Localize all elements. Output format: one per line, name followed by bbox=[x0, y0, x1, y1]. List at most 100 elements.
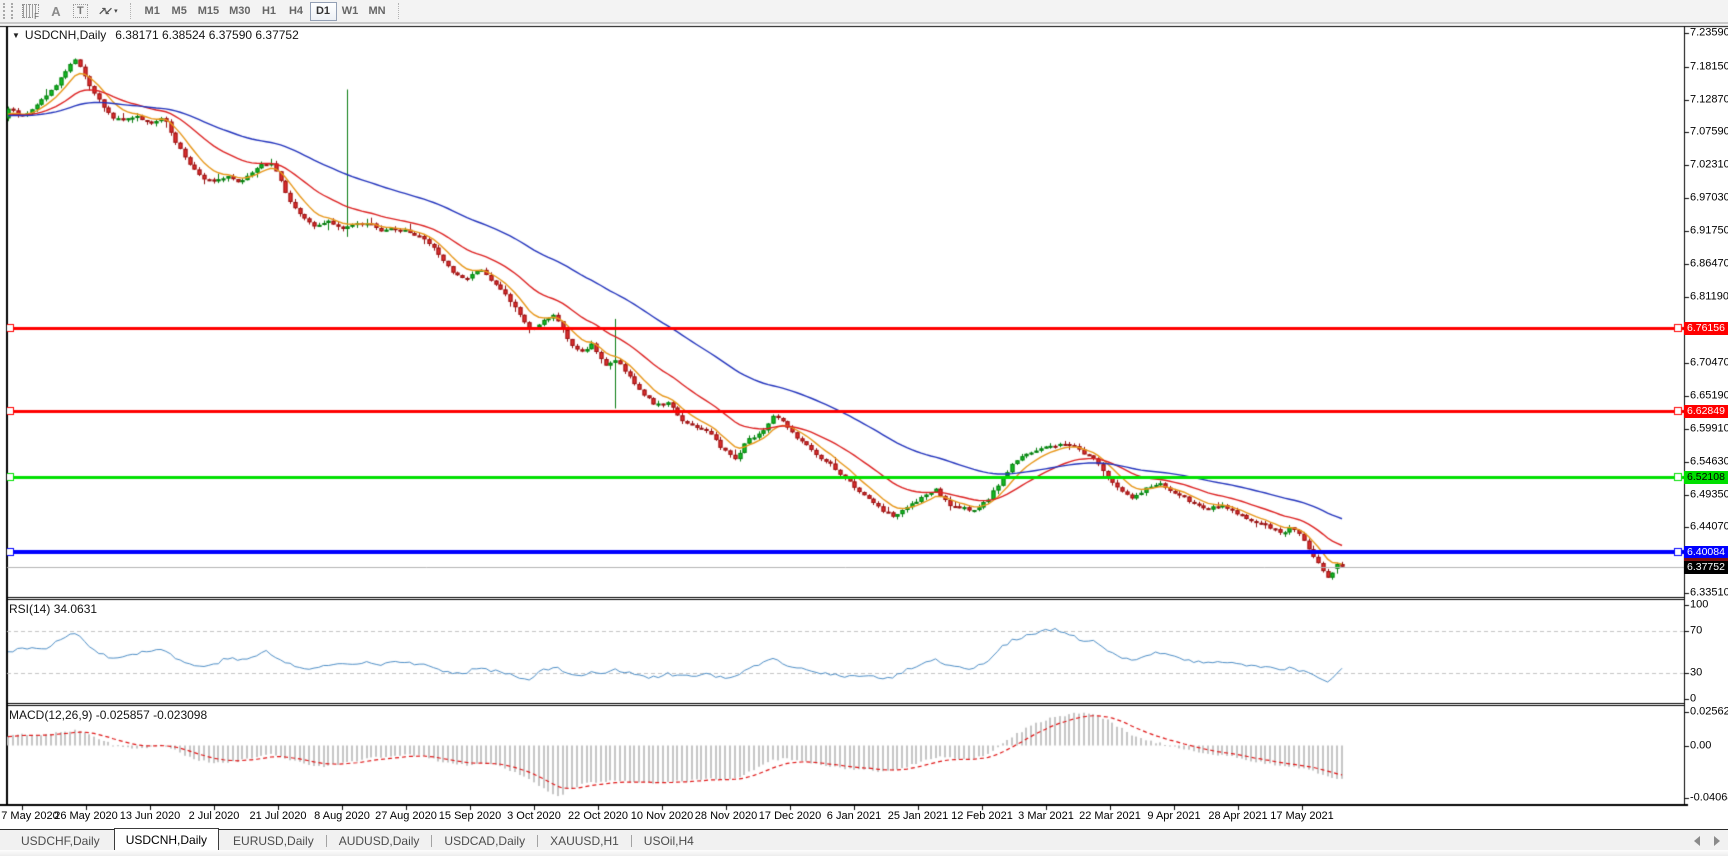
price-tick-label: 6.70470 bbox=[1690, 356, 1728, 369]
tab-usdchf-daily[interactable]: USDCHF,Daily bbox=[21, 833, 100, 848]
toolbar-separator bbox=[129, 3, 132, 19]
date-tick-label: 22 Oct 2020 bbox=[568, 810, 628, 822]
price-tick-label: 6.59910 bbox=[1690, 422, 1728, 435]
date-tick-label: 8 Aug 2020 bbox=[314, 810, 370, 822]
tab-usdcnh-daily[interactable]: USDCNH,Daily bbox=[113, 827, 220, 853]
tab-scroll-left-icon[interactable] bbox=[1694, 836, 1700, 846]
text-tool-button[interactable]: A bbox=[44, 2, 68, 21]
chart-title: ▼ USDCNH,Daily 6.38171 6.38524 6.37590 6.3… bbox=[12, 28, 299, 42]
price-tick-label: 6.97030 bbox=[1690, 191, 1728, 204]
tab-xauusd-h1[interactable]: XAUUSD,H1 bbox=[550, 833, 619, 848]
timeframe-button-h4[interactable]: H4 bbox=[283, 2, 310, 21]
macd-panel-label: MACD(12,26,9) -0.025857 -0.023098 bbox=[9, 708, 208, 722]
hline-price-label-support-blue: 6.40084 bbox=[1684, 546, 1728, 559]
chart-tabs: USDCHF,Daily USDCNH,Daily EURUSD,Daily AUDU… bbox=[10, 827, 705, 853]
timeframe-group: M1 M5 M15 M30 H1 H4 D1 W1 MN bbox=[139, 1, 391, 21]
text-a-icon: A bbox=[51, 3, 61, 19]
arrows-tool-button[interactable]: ↗↙ ▾ bbox=[93, 2, 123, 21]
rsi-panel-label: RSI(14) 34.0631 bbox=[9, 602, 98, 616]
text-label-tool-button[interactable]: T bbox=[68, 2, 93, 21]
date-tick-label: 2 Jul 2020 bbox=[188, 810, 240, 822]
date-tick-label: 28 Nov 2020 bbox=[694, 810, 758, 822]
price-tick-label: 6.44070 bbox=[1690, 520, 1728, 533]
date-tick-label: 10 Nov 2020 bbox=[630, 810, 694, 822]
current-price-label: 6.37752 bbox=[1684, 561, 1728, 574]
rsi-tick-label: 100 bbox=[1690, 598, 1709, 611]
chart-symbol-label: USDCNH,Daily bbox=[24, 28, 107, 42]
price-tick-label: 7.02310 bbox=[1690, 158, 1728, 171]
date-tick-label: 28 Apr 2021 bbox=[1208, 810, 1268, 822]
main-chart-canvas[interactable] bbox=[0, 0, 1728, 812]
tab-usdcad-daily[interactable]: USDCAD,Daily bbox=[444, 833, 526, 848]
hline-price-label-resistance-2: 6.62849 bbox=[1684, 405, 1728, 418]
price-tick-label: 7.23590 bbox=[1690, 26, 1728, 39]
tab-separator bbox=[431, 834, 433, 847]
tab-separator bbox=[325, 834, 327, 847]
price-tick-label: 6.91750 bbox=[1690, 224, 1728, 237]
tab-separator bbox=[630, 834, 632, 847]
date-tick-label: 26 May 2020 bbox=[54, 810, 118, 822]
hline-price-label-support-green: 6.52108 bbox=[1684, 471, 1728, 484]
date-tick-label: 9 Apr 2021 bbox=[1147, 810, 1201, 822]
hidden-price-label-sliver bbox=[1684, 558, 1728, 562]
price-tick-label: 6.54630 bbox=[1690, 455, 1728, 468]
price-tick-label: 7.18150 bbox=[1690, 60, 1728, 73]
rsi-tick-label: 0 bbox=[1690, 692, 1697, 705]
arrows-icon: ↗↙ bbox=[97, 5, 114, 18]
tab-eurusd-daily[interactable]: EURUSD,Daily bbox=[233, 833, 314, 848]
window-bottom-edge bbox=[0, 850, 1728, 856]
chart-dropdown-icon[interactable]: ▼ bbox=[12, 31, 20, 40]
tab-usoil-h4[interactable]: USOil,H4 bbox=[643, 833, 694, 848]
timeframe-button-w1[interactable]: W1 bbox=[337, 2, 364, 21]
timeframe-button-m30[interactable]: M30 bbox=[224, 2, 255, 21]
date-tick-label: 17 Dec 2020 bbox=[758, 810, 822, 822]
macd-tick-label: -0.040687 bbox=[1690, 791, 1728, 804]
macd-signal-value: -0.023098 bbox=[153, 708, 208, 722]
grid-f-icon: F bbox=[22, 4, 39, 21]
toolbar-separator bbox=[397, 3, 400, 19]
date-tick-label: 12 Feb 2021 bbox=[951, 810, 1013, 822]
timeframe-button-m1[interactable]: M1 bbox=[139, 2, 166, 21]
date-tick-label: 3 Mar 2021 bbox=[1018, 810, 1074, 822]
date-tick-label: 6 Jan 2021 bbox=[826, 810, 882, 822]
price-tick-label: 7.07590 bbox=[1690, 125, 1728, 138]
chart-grid-tool-button[interactable]: F bbox=[17, 2, 44, 21]
tab-scroll-right-icon[interactable] bbox=[1714, 836, 1720, 846]
date-tick-label: 13 Jun 2020 bbox=[119, 810, 181, 822]
rsi-tick-label: 30 bbox=[1690, 666, 1703, 678]
price-tick-label: 6.33510 bbox=[1690, 586, 1728, 599]
date-tick-label: 21 Jul 2020 bbox=[249, 810, 307, 822]
macd-tick-label: 0.025623 bbox=[1690, 705, 1728, 718]
date-tick-label: 27 Aug 2020 bbox=[375, 810, 437, 822]
tab-separator bbox=[537, 834, 539, 847]
timeframe-button-d1[interactable]: D1 bbox=[309, 1, 337, 21]
price-tick-label: 6.49350 bbox=[1690, 488, 1728, 501]
timeframe-button-mn[interactable]: MN bbox=[364, 2, 391, 21]
date-tick-label: 7 May 2020 bbox=[1, 810, 59, 822]
price-tick-label: 6.86470 bbox=[1690, 257, 1728, 270]
price-tick-label: 6.65190 bbox=[1690, 389, 1728, 402]
hline-price-label-resistance-1: 6.76156 bbox=[1684, 322, 1728, 335]
macd-main-value: -0.025857 bbox=[95, 708, 150, 722]
chevron-down-icon: ▾ bbox=[114, 8, 118, 15]
macd-tick-label: 0.00 bbox=[1690, 739, 1712, 751]
date-tick-label: 22 Mar 2021 bbox=[1079, 810, 1141, 822]
price-tick-label: 7.12870 bbox=[1690, 93, 1728, 106]
date-tick-label: 3 Oct 2020 bbox=[507, 810, 561, 822]
date-tick-label: 15 Sep 2020 bbox=[438, 810, 502, 822]
tab-audusd-daily[interactable]: AUDUSD,Daily bbox=[338, 833, 420, 848]
rsi-tick-label: 70 bbox=[1690, 624, 1703, 636]
timeframe-button-m5[interactable]: M5 bbox=[166, 2, 193, 21]
timeframe-button-h1[interactable]: H1 bbox=[256, 2, 283, 21]
rsi-value: 34.0631 bbox=[53, 602, 98, 616]
date-tick-label: 17 May 2021 bbox=[1270, 810, 1334, 822]
chart-tab-bar: USDCHF,Daily USDCNH,Daily EURUSD,Daily AUDU… bbox=[0, 827, 1728, 853]
price-tick-label: 6.81190 bbox=[1690, 290, 1728, 303]
timeframe-button-m15[interactable]: M15 bbox=[193, 2, 224, 21]
text-frame-icon: T bbox=[73, 4, 88, 18]
toolbar-drag-handle[interactable] bbox=[3, 3, 13, 19]
date-tick-label: 25 Jan 2021 bbox=[887, 810, 949, 822]
top-toolbar: F A T ↗↙ ▾ M1 M5 M15 M30 H1 H4 D1 W1 MN bbox=[0, 0, 1728, 23]
chart-ohlc-values: 6.38171 6.38524 6.37590 6.37752 bbox=[115, 28, 299, 42]
